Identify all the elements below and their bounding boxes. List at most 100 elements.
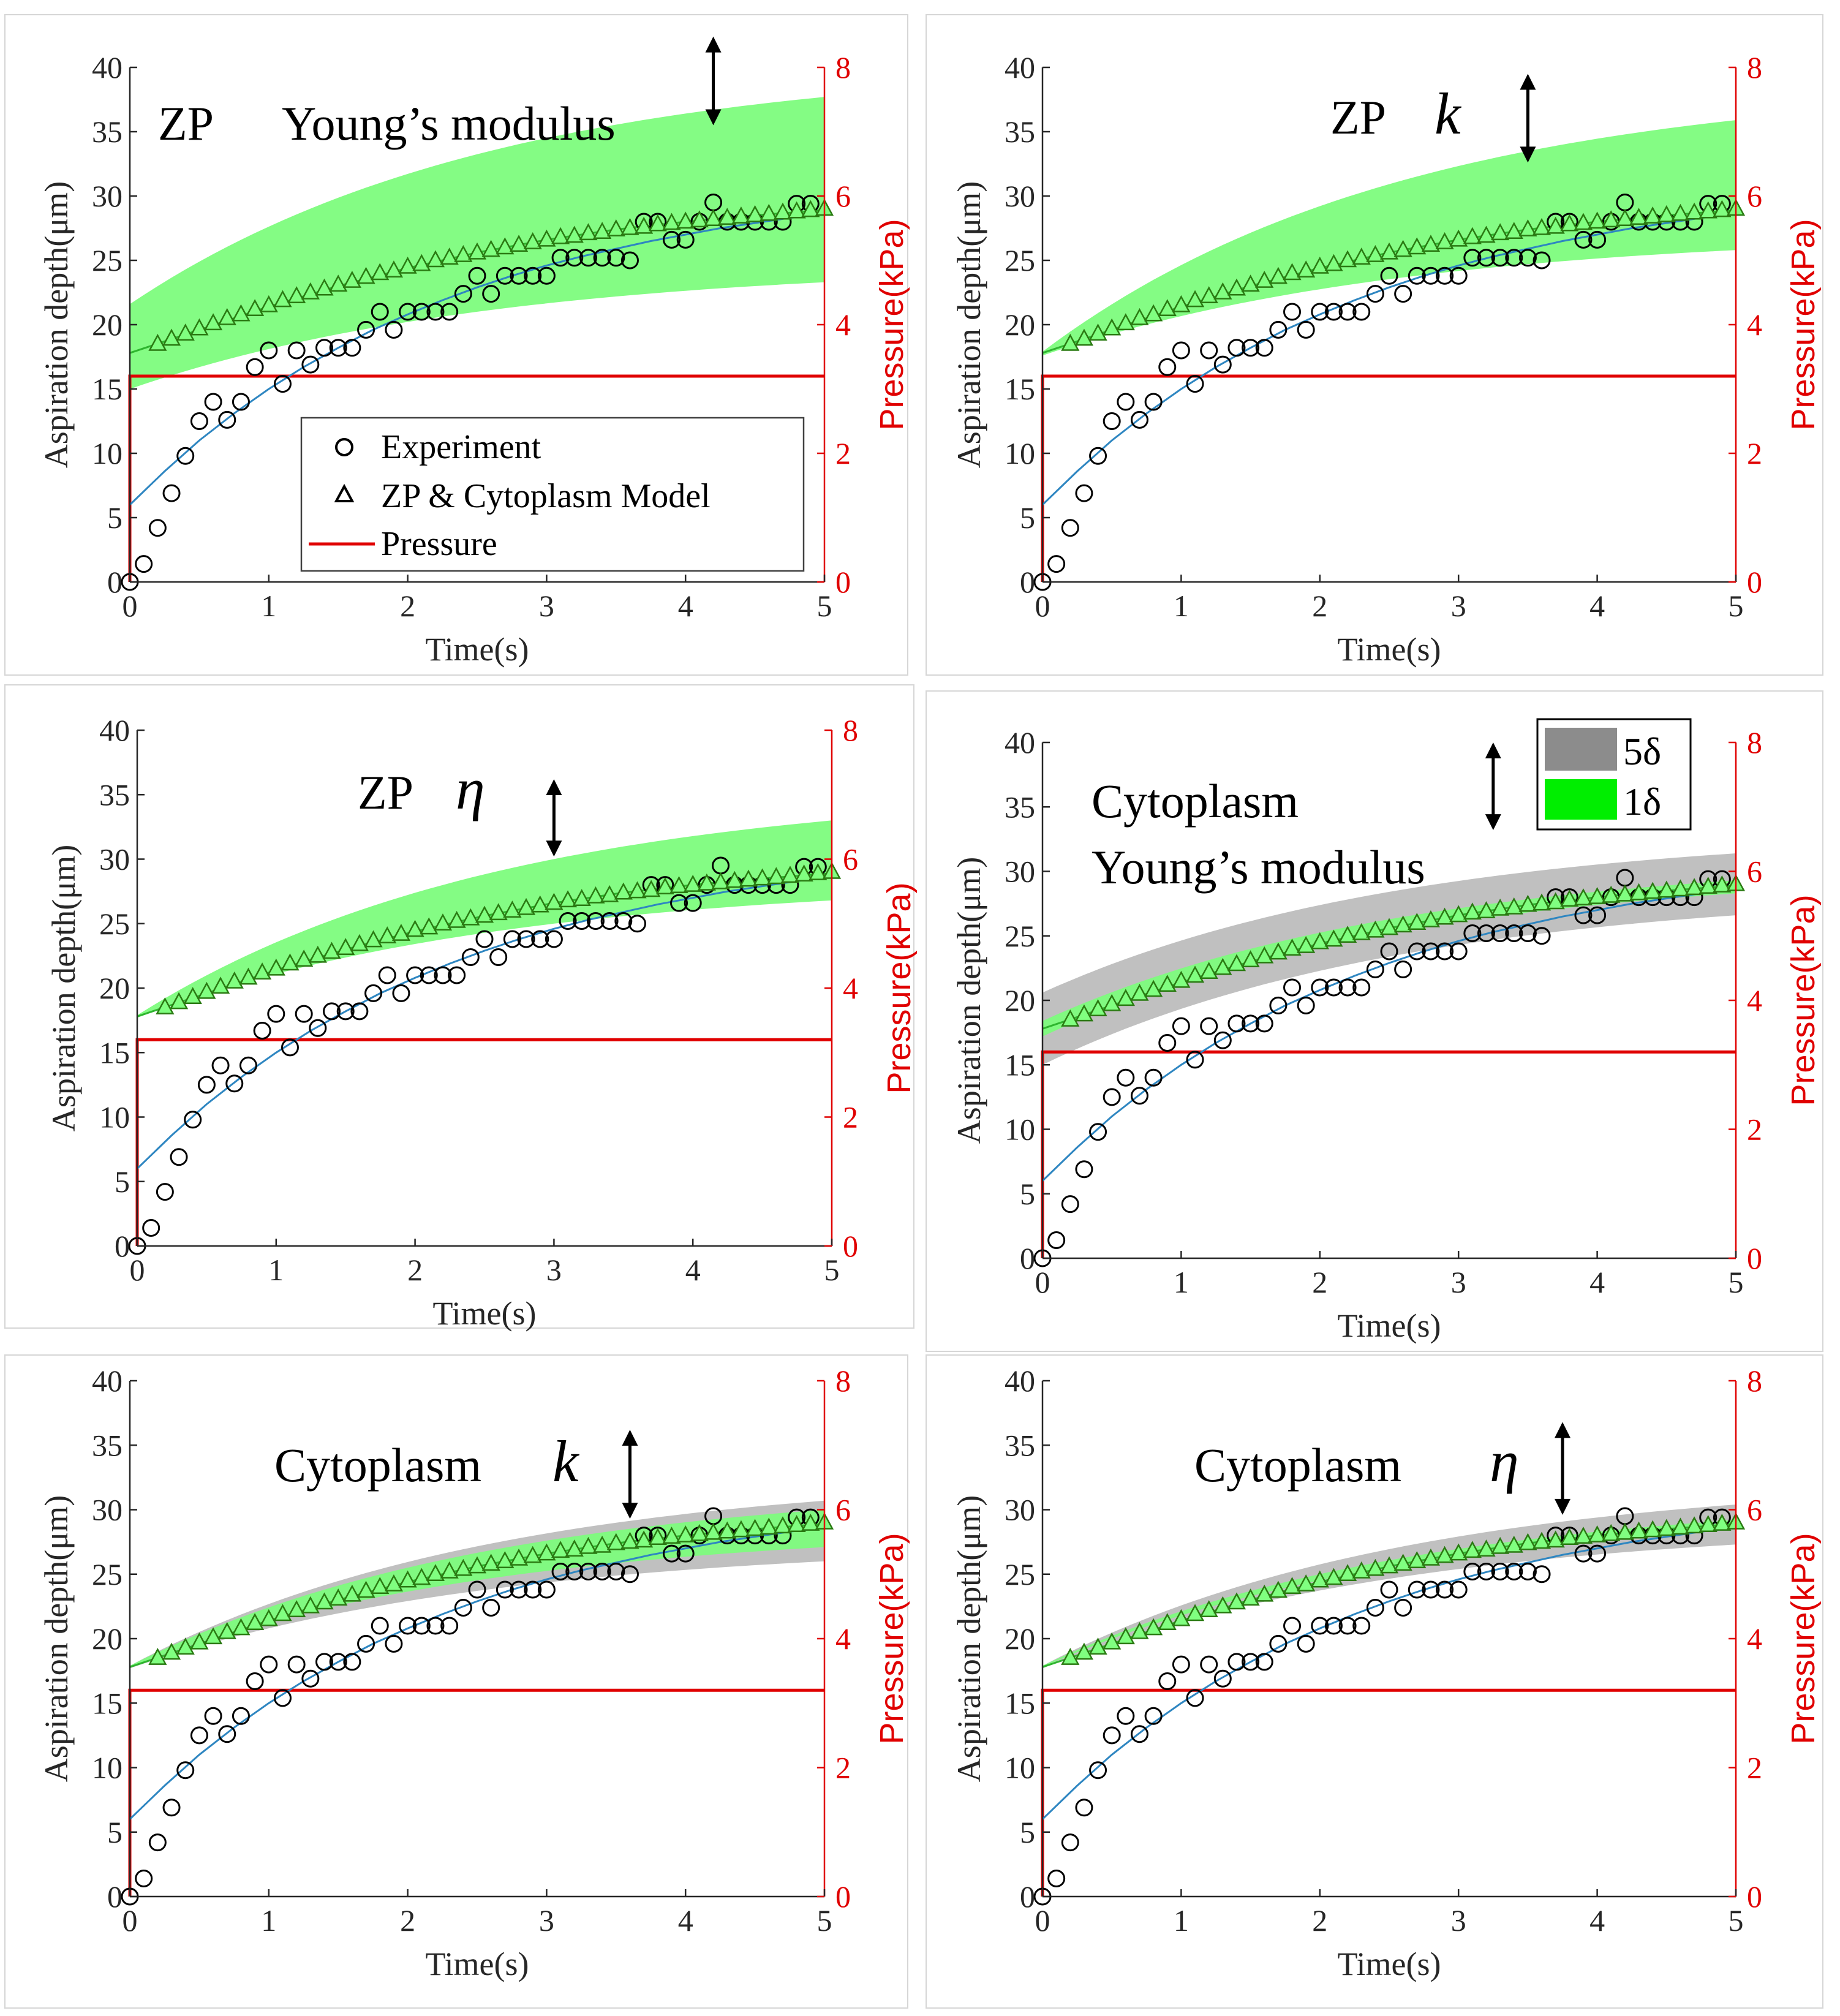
experiment-point	[1422, 266, 1440, 285]
y-tick-label: 30	[1005, 179, 1035, 213]
arrow-up-head	[1485, 742, 1501, 758]
model-point	[1255, 1584, 1274, 1602]
annotation-label: ZP	[358, 766, 413, 819]
model-point	[753, 868, 772, 886]
experiment-point	[1269, 1634, 1288, 1653]
experiment-point	[378, 966, 396, 984]
model-point	[1352, 1561, 1371, 1579]
annotation-parameter: k	[552, 1429, 580, 1494]
experiment-point	[1144, 1068, 1163, 1087]
experiment-point	[1200, 1655, 1218, 1674]
y-tick-label: 20	[1005, 983, 1035, 1017]
experiment-point	[586, 912, 605, 931]
model-point	[809, 863, 828, 880]
experiment-point	[531, 930, 549, 948]
model-point	[1199, 962, 1218, 979]
experiment-point	[1477, 249, 1495, 267]
model-point	[475, 905, 494, 923]
experiment-point	[197, 1076, 216, 1094]
experiment-point	[1574, 230, 1593, 249]
experiment-point	[204, 1707, 222, 1725]
model-point	[1269, 266, 1288, 284]
model-point	[1074, 328, 1094, 346]
model-point	[342, 1584, 361, 1602]
y2-tick-label: 2	[1747, 1112, 1762, 1147]
experiment-point	[329, 339, 347, 357]
model-point	[676, 1525, 695, 1542]
y-tick-label: 35	[1005, 115, 1035, 149]
model-point	[1255, 946, 1274, 964]
model-point	[1504, 222, 1523, 240]
model-point	[593, 222, 612, 240]
legend-experiment-label: Experiment	[381, 428, 541, 466]
arrow-down-head	[1520, 146, 1536, 163]
model-point	[600, 885, 619, 902]
experiment-point	[537, 266, 556, 285]
model-point	[725, 870, 744, 888]
experiment-point	[1518, 249, 1537, 267]
experiment-point	[1394, 960, 1412, 978]
model-point	[558, 890, 578, 908]
model-point	[176, 1637, 195, 1655]
model-point	[1532, 217, 1552, 235]
annotation-parameter: Young’s modulus	[282, 97, 616, 150]
experiment-point	[350, 1002, 369, 1021]
y2-tick-label: 4	[843, 971, 858, 1005]
model-point	[690, 210, 709, 228]
model-point	[1379, 1556, 1399, 1574]
experiment-point	[357, 320, 375, 339]
x-tick-label: 3	[1451, 589, 1466, 623]
model-point	[1699, 201, 1717, 219]
model-point	[1588, 1525, 1607, 1542]
model-point	[1615, 209, 1634, 227]
model-point	[655, 877, 674, 895]
x-tick-label: 4	[685, 1253, 701, 1287]
model-point	[1684, 878, 1704, 896]
experiment-point	[135, 1870, 153, 1888]
experiment-point	[670, 894, 688, 912]
experiment-point	[176, 1761, 195, 1780]
model-point	[1629, 1521, 1648, 1539]
experiment-point	[1324, 1617, 1343, 1635]
experiment-fit-line	[1041, 213, 1736, 506]
model-point	[1699, 877, 1717, 894]
model-point	[162, 328, 181, 346]
model-point	[1379, 918, 1399, 935]
model-point	[481, 1554, 500, 1571]
model-point	[801, 200, 820, 217]
model-point	[217, 308, 236, 325]
model-point	[156, 997, 175, 1014]
y2-axis-title: Pressure(kPa)	[873, 219, 910, 430]
experiment-point	[323, 1002, 341, 1021]
experiment-point	[142, 1219, 160, 1237]
model-point	[1713, 875, 1732, 893]
experiment-point	[246, 1672, 264, 1690]
model-point	[1408, 1551, 1427, 1568]
model-point	[398, 256, 417, 274]
experiment-point	[399, 1617, 417, 1635]
experiment-point	[385, 320, 403, 339]
model-point	[1185, 290, 1205, 308]
y-tick-label: 35	[92, 115, 123, 149]
x-tick-label: 0	[1035, 1265, 1050, 1299]
model-point	[1088, 1637, 1107, 1655]
experiment-point	[620, 251, 639, 270]
x-tick-label: 5	[1729, 1265, 1744, 1299]
model-point	[1393, 240, 1412, 257]
y-tick-label: 15	[92, 1686, 123, 1720]
experiment-point	[267, 1005, 285, 1023]
model-point	[384, 1574, 404, 1591]
experiment-fit-line	[129, 213, 825, 506]
band-legend-wide-label: 5δ	[1623, 730, 1661, 773]
model-point	[315, 1592, 334, 1610]
x-tick-label: 0	[1035, 589, 1050, 623]
arrow-up-head	[622, 1429, 638, 1446]
experiment-point	[440, 1617, 459, 1635]
model-point	[1671, 879, 1690, 897]
experiment-point	[1075, 484, 1093, 502]
model-point	[1629, 208, 1648, 225]
experiment-point	[190, 1726, 208, 1745]
model-point	[1199, 1600, 1218, 1617]
x-axis-title: Time(s)	[1337, 1946, 1441, 1982]
experiment-point	[1352, 303, 1371, 321]
